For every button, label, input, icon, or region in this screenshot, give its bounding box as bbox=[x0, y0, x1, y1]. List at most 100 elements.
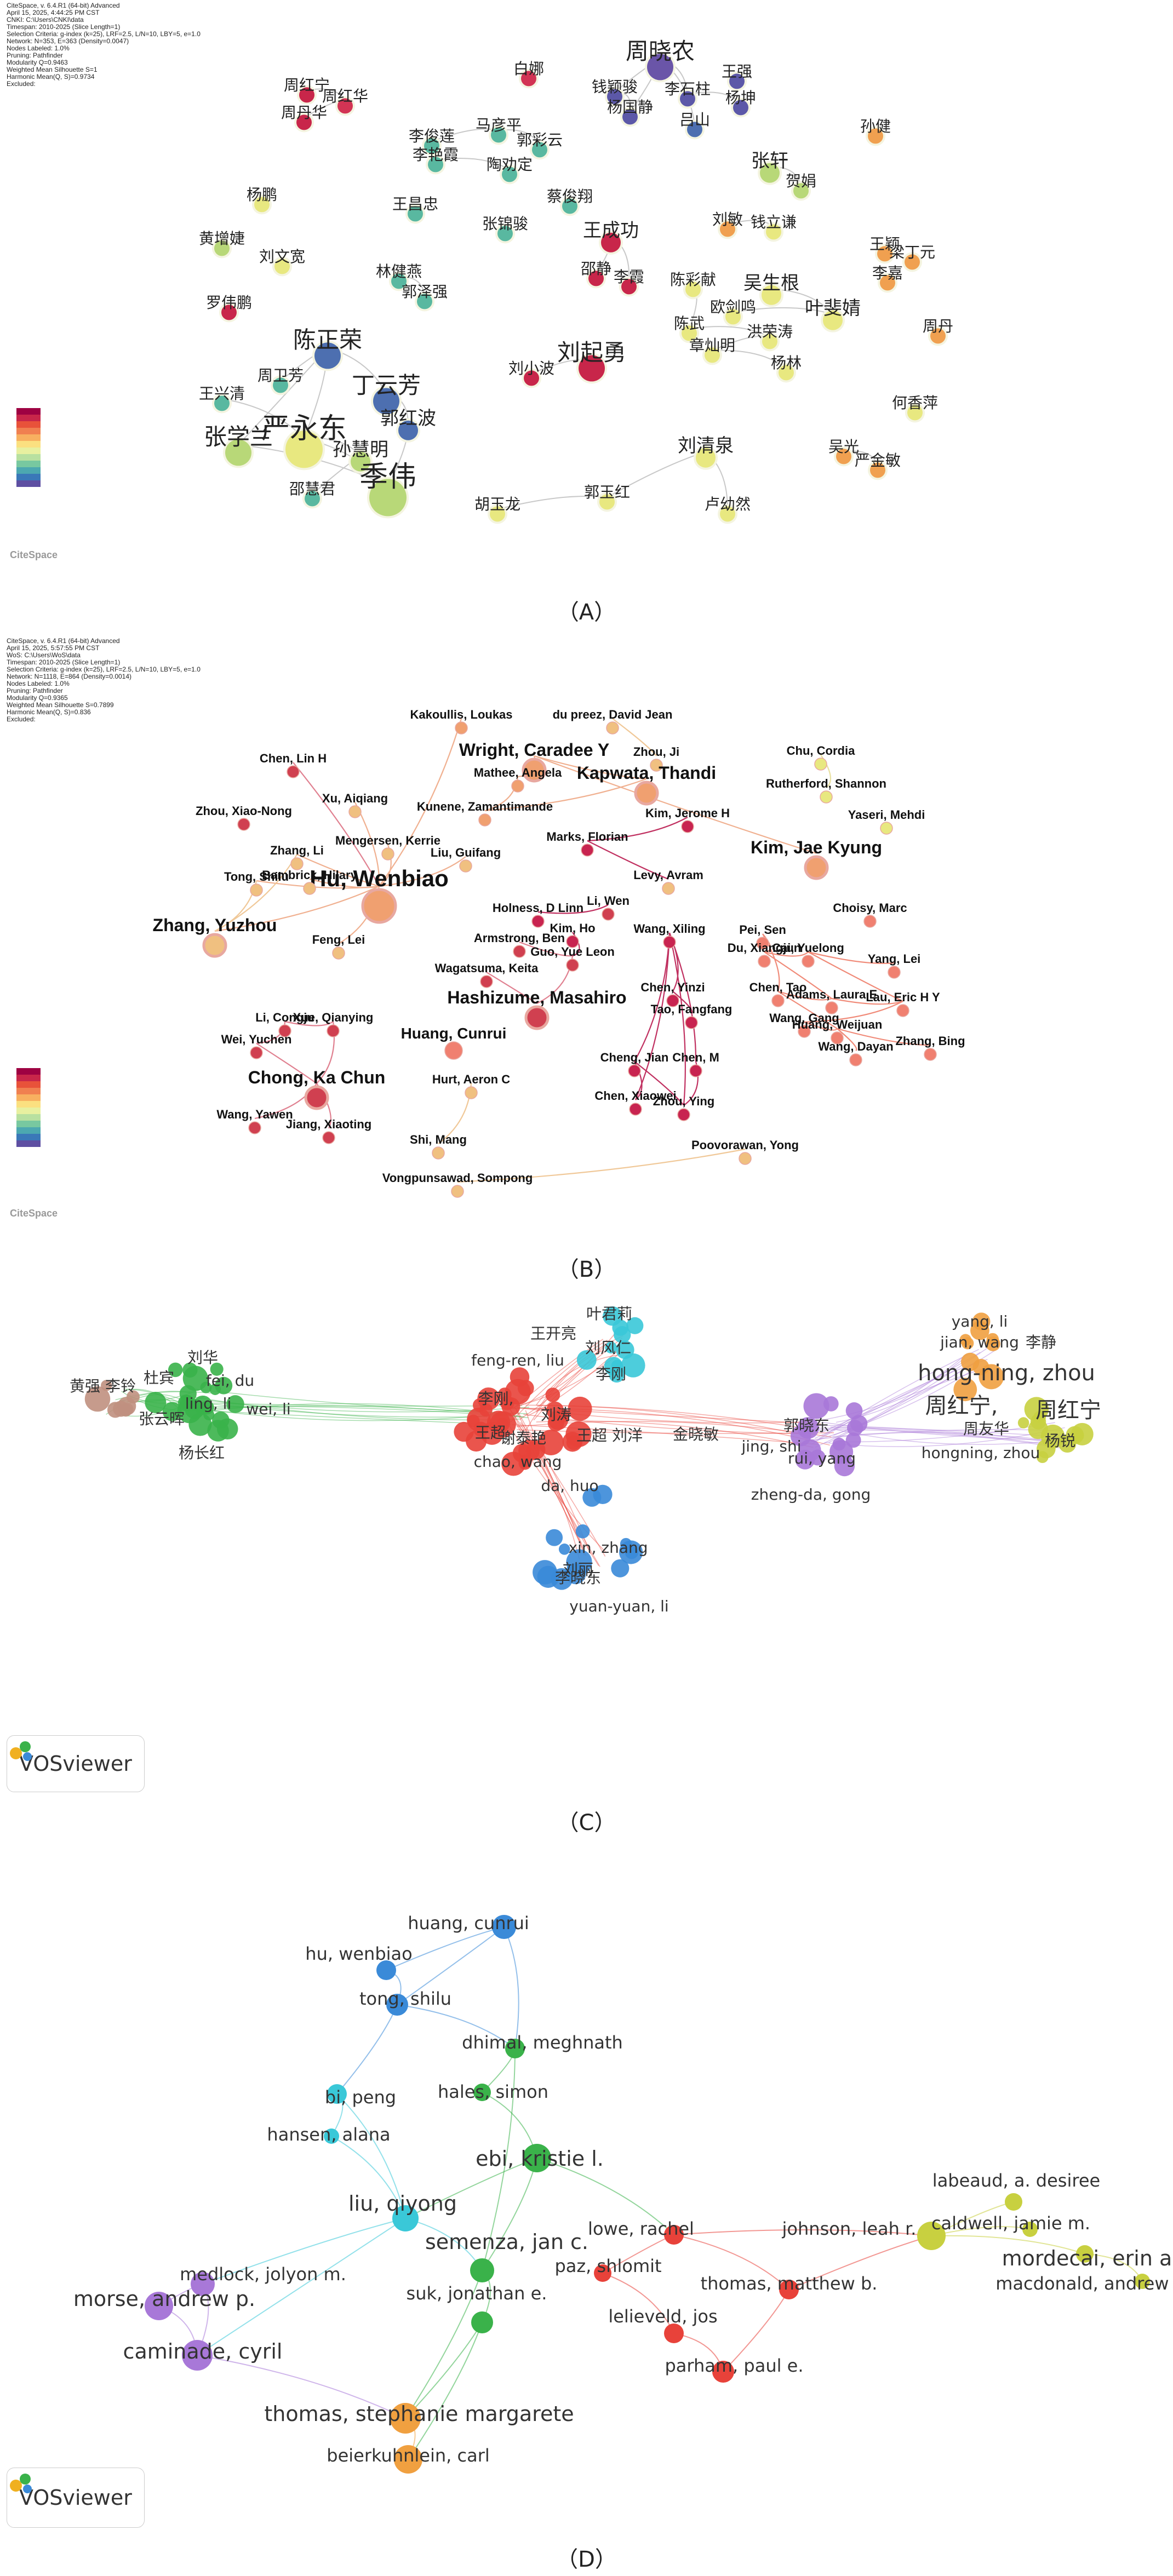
author-bubble[interactable] bbox=[1022, 2222, 1038, 2237]
author-node[interactable]: Wei, Yuchen bbox=[221, 1032, 292, 1059]
author-bubble[interactable] bbox=[621, 1353, 645, 1378]
author-node[interactable]: Cai, Yuelong bbox=[772, 941, 844, 968]
author-node[interactable]: 周丹华 bbox=[281, 104, 327, 133]
author-bubble[interactable] bbox=[566, 1435, 581, 1450]
author-bubble[interactable] bbox=[191, 2272, 215, 2296]
author-node[interactable]: 丁云芳 bbox=[352, 372, 421, 417]
author-bubble[interactable] bbox=[390, 2403, 421, 2434]
author-bubble[interactable] bbox=[1030, 1414, 1046, 1430]
author-node[interactable]: Huang, Cunrui bbox=[401, 1025, 507, 1060]
author-bubble[interactable] bbox=[917, 2222, 946, 2250]
author-bubble[interactable] bbox=[575, 1524, 590, 1539]
author-node[interactable]: Hurt, Aeron C bbox=[432, 1072, 510, 1099]
author-bubble[interactable] bbox=[845, 1402, 863, 1419]
author-bubble[interactable] bbox=[545, 1387, 560, 1402]
author-node[interactable]: 严永东 bbox=[261, 412, 347, 471]
author-bubble[interactable] bbox=[548, 1410, 569, 1430]
author-bubble[interactable] bbox=[611, 1359, 623, 1372]
author-node[interactable]: Jiang, Xiaoting bbox=[286, 1117, 371, 1144]
author-bubble[interactable] bbox=[185, 1398, 205, 1419]
author-node[interactable]: 王颖 bbox=[869, 235, 900, 264]
author-node[interactable]: 郭玉红 bbox=[584, 483, 630, 512]
author-node[interactable]: Wright, Caradee Y bbox=[459, 740, 609, 783]
author-node[interactable]: Du, Xiangjun bbox=[728, 941, 801, 968]
author-bubble[interactable] bbox=[1076, 2245, 1094, 2263]
author-bubble[interactable] bbox=[823, 1396, 839, 1412]
author-bubble[interactable] bbox=[470, 2258, 494, 2282]
author-node[interactable]: 钱颖骏 bbox=[592, 78, 638, 107]
author-bubble[interactable] bbox=[558, 1544, 570, 1555]
author-node[interactable]: Kunene, Zamantimande bbox=[417, 800, 553, 827]
author-node[interactable]: Xu, Aiqiang bbox=[322, 791, 388, 818]
author-node[interactable]: Wang, Xiling bbox=[633, 922, 706, 949]
author-node[interactable]: 周红宁 bbox=[284, 76, 330, 105]
author-bubble[interactable] bbox=[605, 1341, 617, 1354]
author-node[interactable]: Li, Wen bbox=[587, 894, 630, 921]
author-node[interactable]: 杨林 bbox=[771, 354, 802, 383]
author-node[interactable]: 何香萍 bbox=[892, 394, 938, 423]
author-node[interactable]: 刘小波 bbox=[508, 359, 554, 388]
author-node[interactable]: 张学兰 bbox=[204, 423, 273, 468]
author-bubble[interactable] bbox=[664, 2323, 684, 2343]
author-node[interactable]: 章灿明 bbox=[689, 336, 735, 365]
author-node[interactable]: 李霞 bbox=[614, 268, 644, 297]
author-node[interactable]: 邵静 bbox=[581, 260, 611, 289]
author-node[interactable]: Poovorawan, Yong bbox=[691, 1138, 799, 1165]
author-node[interactable]: Levy, Avram bbox=[633, 868, 703, 895]
author-node[interactable]: 吴光 bbox=[828, 438, 859, 467]
author-node[interactable]: Shi, Mang bbox=[410, 1133, 467, 1160]
author-bubble[interactable] bbox=[664, 2225, 684, 2245]
author-bubble[interactable] bbox=[505, 1379, 531, 1405]
author-bubble[interactable] bbox=[594, 2264, 611, 2282]
author-node[interactable]: 蔡俊翔 bbox=[547, 187, 593, 216]
author-bubble[interactable] bbox=[1017, 1417, 1029, 1428]
author-node[interactable]: 洪荣涛 bbox=[747, 323, 793, 352]
author-bubble[interactable] bbox=[582, 1488, 602, 1507]
author-node[interactable]: Adams, Laura E bbox=[786, 988, 877, 1014]
author-node[interactable]: 黄增婕 bbox=[199, 230, 245, 259]
author-bubble[interactable] bbox=[182, 2340, 213, 2371]
author-node[interactable]: 王强 bbox=[722, 62, 752, 91]
author-bubble[interactable] bbox=[84, 1386, 111, 1412]
author-node[interactable]: 李嘉 bbox=[872, 264, 903, 293]
author-node[interactable]: 王昌忠 bbox=[392, 195, 438, 224]
author-node[interactable]: Li, Congju bbox=[255, 1011, 314, 1037]
author-bubble[interactable] bbox=[215, 1376, 233, 1395]
author-bubble[interactable] bbox=[546, 1529, 563, 1546]
author-node[interactable]: 孙健 bbox=[860, 117, 891, 146]
author-node[interactable]: Zhang, Bing bbox=[895, 1034, 965, 1061]
author-node[interactable]: 卢幼然 bbox=[705, 495, 751, 524]
author-node[interactable]: Kim, Jae Kyung bbox=[751, 837, 882, 880]
author-node[interactable]: Yaseri, Mehdi bbox=[848, 808, 925, 835]
author-node[interactable]: 陈武 bbox=[674, 314, 705, 343]
author-node[interactable]: Tong, Shilu bbox=[224, 870, 289, 897]
author-node[interactable]: 刘起勇 bbox=[557, 339, 626, 384]
author-node[interactable]: Chong, Ka Chun bbox=[248, 1068, 386, 1110]
author-bubble[interactable] bbox=[523, 2144, 551, 2172]
author-node[interactable]: Hu, Wenbiao bbox=[310, 865, 449, 924]
author-bubble[interactable] bbox=[145, 2292, 173, 2320]
author-bubble[interactable] bbox=[537, 1565, 559, 1588]
author-bubble[interactable] bbox=[972, 1312, 991, 1331]
author-node[interactable]: Xue, Qianying bbox=[293, 1011, 374, 1037]
author-bubble[interactable] bbox=[210, 1362, 224, 1376]
author-node[interactable]: 邵慧君 bbox=[289, 480, 335, 509]
author-bubble[interactable] bbox=[611, 1559, 630, 1577]
author-node[interactable]: Zhou, Ying bbox=[653, 1094, 714, 1121]
author-bubble[interactable] bbox=[392, 2205, 419, 2231]
author-node[interactable]: 刘清泉 bbox=[678, 435, 734, 470]
author-node[interactable]: 贺娟 bbox=[786, 172, 816, 201]
author-node[interactable]: 陶劝定 bbox=[487, 156, 533, 185]
author-node[interactable]: Holness, D Linn bbox=[493, 901, 583, 928]
author-node[interactable]: 杨国静 bbox=[607, 98, 653, 127]
author-bubble[interactable] bbox=[576, 1350, 597, 1370]
author-bubble[interactable] bbox=[386, 1994, 408, 2016]
author-node[interactable]: 周晓农 bbox=[626, 38, 695, 83]
author-bubble[interactable] bbox=[568, 1396, 592, 1421]
author-node[interactable]: Vongpunsawad, Sompong bbox=[382, 1171, 533, 1198]
author-node[interactable]: Bambrick, Hilary bbox=[262, 868, 358, 895]
author-bubble[interactable] bbox=[477, 1387, 500, 1410]
author-node[interactable]: Hashizume, Masahiro bbox=[447, 988, 627, 1030]
author-bubble[interactable] bbox=[216, 1418, 238, 1440]
author-node[interactable]: 李石柱 bbox=[665, 80, 711, 109]
